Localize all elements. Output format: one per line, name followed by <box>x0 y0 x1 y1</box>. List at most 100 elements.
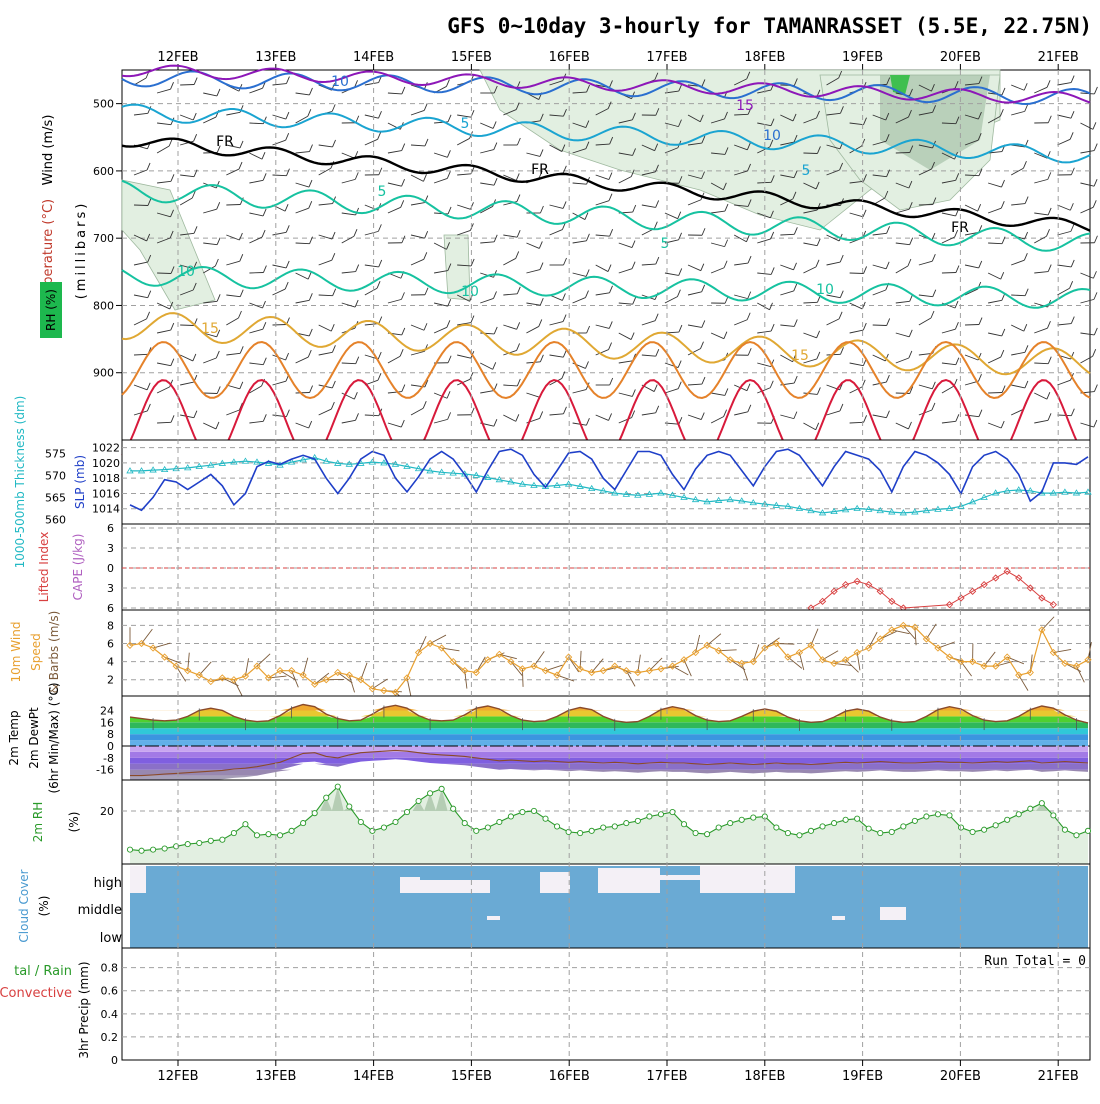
thick-tick: 565 <box>45 491 66 504</box>
temp-band <box>130 722 1088 728</box>
temp-tick: 0 <box>107 740 114 753</box>
rh2m-line-point <box>624 821 629 826</box>
thick-tick: 570 <box>45 469 66 482</box>
rh2m-line-point <box>751 815 756 820</box>
dew-band <box>130 746 1088 752</box>
rh2m-line-point <box>716 825 721 830</box>
lifted-label: Lifted Index <box>37 532 51 603</box>
cloud-high: high <box>94 876 122 891</box>
rh2m-line-point <box>312 811 317 816</box>
li-tick: 3 <box>107 542 114 555</box>
rh2m-line-point <box>404 809 409 814</box>
slp-tick: 1016 <box>92 487 120 500</box>
rh2m-line-point <box>462 821 467 826</box>
contour-label: 10 <box>816 282 834 298</box>
clear-sky-block <box>130 866 146 893</box>
wind-barb-flag <box>1094 385 1097 392</box>
rh2m-line-point <box>866 826 871 831</box>
date-label-top: 19FEB <box>842 50 883 65</box>
contour-label: 15 <box>201 321 219 337</box>
run-total: Run Total = 0 <box>984 954 1086 969</box>
chart-title: GFS 0~10day 3-hourly for TAMANRASSET (5.… <box>447 14 1092 38</box>
clear-sky-block <box>400 877 420 893</box>
dew-band <box>130 752 1088 758</box>
rh2m-line-point <box>658 812 663 817</box>
contour-label: 5 <box>461 116 470 132</box>
rh2m-line-point <box>808 828 813 833</box>
precip-tick: 0.6 <box>101 985 119 998</box>
wind10-label: 10m Wind <box>9 622 23 683</box>
slp-tick: 1018 <box>92 472 120 485</box>
rh2m-line-point <box>889 829 894 834</box>
clear-sky-block <box>540 872 570 893</box>
y-tick-label: 900 <box>93 367 114 380</box>
clear-sky-block <box>772 866 784 871</box>
rh2m-line-point <box>612 824 617 829</box>
rh2m-line-point <box>358 819 363 824</box>
contour-label: 15 <box>736 98 754 114</box>
date-label-top: 17FEB <box>646 50 687 65</box>
dew2m-label: 2m DewPt <box>27 707 41 769</box>
upper-mb-label: (millibars) <box>74 201 89 300</box>
rh2m-line-point <box>277 833 282 838</box>
rh2m-line-point <box>635 818 640 823</box>
date-label-top: 16FEB <box>549 50 590 65</box>
rh2m-line-point <box>231 830 236 835</box>
clear-sky-block <box>487 916 500 920</box>
rh2m-line-point <box>1051 813 1056 818</box>
rh2m-line-point <box>220 837 225 842</box>
rh2m-line-point <box>785 830 790 835</box>
precip-total-label: tal / Rain <box>14 964 72 979</box>
rh2m-line-point <box>993 823 998 828</box>
rh2m-line-point <box>1062 827 1067 832</box>
rh2m-line-point <box>185 842 190 847</box>
rh2m-line-point <box>427 791 432 796</box>
date-label-top: 15FEB <box>451 50 492 65</box>
rh2m-line-point <box>416 798 421 803</box>
date-label-bottom: 16FEB <box>549 1069 590 1084</box>
rh2m-line-point <box>1005 817 1010 822</box>
rh2m-line-point <box>693 830 698 835</box>
cloud-label: Cloud Cover <box>17 869 31 942</box>
date-label-bottom: 14FEB <box>353 1069 394 1084</box>
rh2m-line-point <box>243 822 248 827</box>
date-label-bottom: 19FEB <box>842 1069 883 1084</box>
rh2m-line-point <box>162 846 167 851</box>
contour-label: 5 <box>661 236 670 252</box>
rh2m-line-point <box>670 809 675 814</box>
date-label-top: 18FEB <box>744 50 785 65</box>
thickness-label: 1000-500mb Thickness (dm) <box>13 396 27 569</box>
rh2m-line-point <box>797 833 802 838</box>
temp-band <box>130 740 1088 746</box>
rh-tick: 20 <box>100 805 114 818</box>
rh2m-line-point <box>831 821 836 826</box>
precip-axis-label: 3hr Precip (mm) <box>77 961 91 1058</box>
slp-tick: 1022 <box>92 442 120 455</box>
clear-sky-block <box>598 868 660 893</box>
rh2m-line-point <box>508 814 513 819</box>
wind-barb-flag <box>1094 144 1097 151</box>
rh2m-line-point <box>982 827 987 832</box>
wind-tick: 2 <box>107 674 114 687</box>
rh2m-line-point <box>901 824 906 829</box>
panel-precip: 00.20.40.60.8 Run Total = 0 tal / Rain C… <box>0 948 1090 1067</box>
contour-label: 10 <box>461 284 479 300</box>
rh2m-line-point <box>474 828 479 833</box>
date-label-bottom: 20FEB <box>940 1069 981 1084</box>
rh2m-line-point <box>1016 812 1021 817</box>
cape-label: CAPE (J/kg) <box>71 534 85 601</box>
temp-tick: 24 <box>100 704 114 717</box>
rh2m-line-point <box>439 786 444 791</box>
rh2m-line-point <box>531 808 536 813</box>
rh2m-line-point <box>485 825 490 830</box>
rh2m-line-point <box>739 817 744 822</box>
temp-tick: 16 <box>100 716 114 729</box>
rh2m-line-point <box>1028 806 1033 811</box>
slp-tick: 1020 <box>92 457 120 470</box>
clear-sky-block <box>420 880 490 893</box>
li-tick: 3 <box>107 582 114 595</box>
date-label-top: 12FEB <box>157 50 198 65</box>
temp-tick: -8 <box>103 752 114 765</box>
rh2m-line-point <box>820 824 825 829</box>
